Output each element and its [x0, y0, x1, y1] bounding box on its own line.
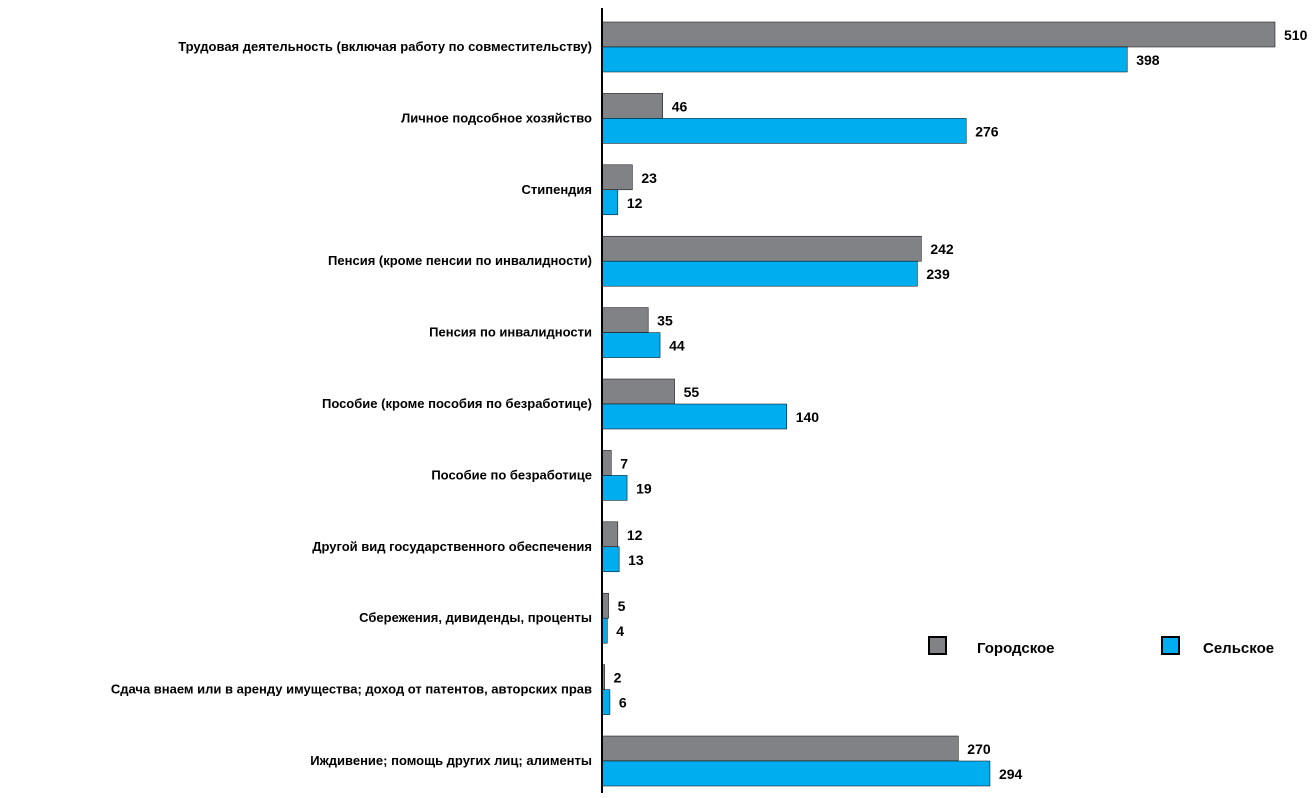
data-label-rural: 140 [796, 409, 820, 425]
category-label: Сдача внаем или в аренду имущества; дохо… [111, 682, 592, 697]
data-label-rural: 19 [636, 480, 652, 496]
data-label-urban: 5 [618, 598, 626, 614]
data-label-rural: 44 [669, 338, 685, 354]
data-label-urban: 510 [1284, 27, 1308, 43]
data-label-rural: 12 [627, 195, 643, 211]
bar-urban [601, 521, 619, 548]
bar-urban [601, 307, 649, 333]
data-label-rural: 398 [1136, 52, 1160, 68]
data-label-rural: 239 [926, 266, 950, 282]
legend-label-rural: Сельское [1203, 640, 1274, 657]
category-label: Личное подсобное хозяйство [401, 110, 592, 125]
data-label-urban: 23 [641, 170, 657, 186]
bar-rural [601, 332, 661, 358]
data-label-urban: 35 [657, 313, 673, 329]
category-label: Трудовая деятельность (включая работу по… [178, 39, 592, 54]
bar-urban [601, 21, 1276, 48]
data-label-urban: 7 [620, 455, 628, 471]
data-label-rural: 13 [628, 552, 644, 568]
data-label-urban: 46 [672, 98, 688, 114]
bar-urban [601, 235, 922, 262]
category-label: Стипендия [521, 182, 592, 197]
category-label: Пенсия (кроме пенсии по инвалидности) [328, 253, 592, 268]
data-label-urban: 242 [930, 241, 954, 257]
data-label-rural: 6 [619, 695, 627, 711]
bar-rural [601, 118, 967, 144]
data-label-urban: 270 [967, 741, 991, 757]
bar-rural [601, 46, 1128, 73]
legend-label-urban: Городское [977, 640, 1055, 657]
bar-urban [601, 164, 633, 191]
bar-rural [601, 689, 611, 715]
bar-rural [601, 403, 787, 430]
category-label: Пенсия по инвалидности [429, 325, 592, 340]
data-label-rural: 4 [616, 623, 624, 639]
bar-urban [601, 450, 612, 476]
data-label-rural: 294 [999, 766, 1023, 782]
legend-swatch-urban [928, 636, 947, 655]
category-label: Другой вид государственного обеспечения [312, 539, 592, 554]
bar-rural [601, 546, 620, 573]
data-label-urban: 55 [684, 384, 700, 400]
bar-rural [601, 189, 619, 216]
bar-rural [601, 475, 628, 501]
bar-urban [601, 378, 675, 405]
bar-rural [601, 260, 918, 287]
category-label: Сбережения, дивиденды, проценты [359, 610, 592, 625]
data-label-urban: 12 [627, 527, 643, 543]
bar-rural [601, 760, 991, 787]
bar-urban [601, 93, 663, 119]
legend-swatch-rural [1161, 636, 1180, 655]
bar-urban [601, 735, 959, 762]
data-label-rural: 276 [975, 123, 999, 139]
data-label-urban: 2 [614, 670, 622, 686]
category-label: Пособие (кроме пособия по безработице) [322, 396, 592, 411]
category-label: Иждивение; помощь других лиц; алименты [310, 753, 592, 768]
category-label: Пособие по безработице [431, 467, 592, 482]
